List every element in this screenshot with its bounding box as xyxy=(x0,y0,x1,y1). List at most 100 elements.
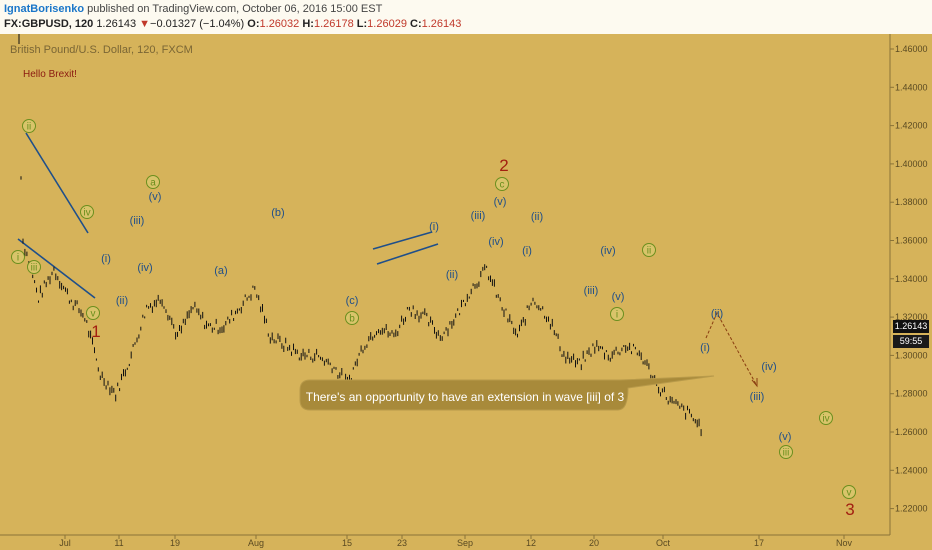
wave-label: c xyxy=(500,180,505,191)
countdown-tag: 59:55 xyxy=(893,335,929,348)
publish-line: IgnatBorisenko published on TradingView.… xyxy=(4,3,382,15)
wave-label: (v) xyxy=(779,431,792,443)
time-axis-ticks: Jul 11 19 Aug 15 23 Sep 12 20 Oct 17 Nov xyxy=(59,535,852,548)
price-change: −0.01327 (−1.04%) xyxy=(150,18,245,30)
wave-label: (v) xyxy=(149,191,162,203)
wave-label-circle xyxy=(22,119,36,133)
time-tick-label: Aug xyxy=(248,538,264,548)
wave-label: (b) xyxy=(271,207,284,219)
price-axis-ticks: 1.46000 1.44000 1.42000 1.40000 1.38000 1.360… xyxy=(890,44,928,514)
chart-title: British Pound/U.S. Dollar, 120, FXCM xyxy=(10,44,193,56)
price-tick-label: 1.30000 xyxy=(895,350,928,360)
wave-label: (iii) xyxy=(130,215,145,227)
wave-label: iii xyxy=(783,448,790,459)
price-chart[interactable]: 1.46000 1.44000 1.42000 1.40000 1.38000 1.360… xyxy=(0,34,932,550)
wave-label-circle xyxy=(27,260,41,274)
wave-label: (v) xyxy=(612,291,625,303)
close-label: C: xyxy=(410,18,422,30)
time-tick-label: 17 xyxy=(754,538,764,548)
wave-label-circle xyxy=(146,175,160,189)
time-tick-label: 20 xyxy=(589,538,599,548)
wave-label: i xyxy=(616,310,618,321)
wave-label: (c) xyxy=(346,295,359,307)
open-label: O: xyxy=(247,18,260,30)
price-tick-label: 1.42000 xyxy=(895,121,928,131)
wave-label: (iii) xyxy=(471,210,486,222)
wave-label: b xyxy=(349,314,355,325)
wave-label-circle xyxy=(80,205,94,219)
wave-label: (i) xyxy=(429,221,439,233)
trendline xyxy=(376,243,439,265)
last-price: 1.26143 xyxy=(96,18,137,30)
time-tick-label: Jul xyxy=(59,538,71,548)
callout-text: There's an opportunity to have an extens… xyxy=(305,390,625,404)
wave-label: iv xyxy=(822,414,829,425)
wave-label-circle xyxy=(842,485,856,499)
wave-label: (i) xyxy=(700,342,710,354)
wave-label-circle xyxy=(11,250,25,264)
trendlines xyxy=(17,132,439,299)
trendline xyxy=(25,132,89,234)
wave-label: (iv) xyxy=(488,236,503,248)
time-tick-label: 12 xyxy=(526,538,536,548)
wave-label-circle xyxy=(642,243,656,257)
wave-label: (ii) xyxy=(116,295,128,307)
price-tick-label: 1.36000 xyxy=(895,236,928,246)
wave-label-circle xyxy=(779,445,793,459)
wave-label: (iv) xyxy=(600,245,615,257)
price-tick-label: 1.26000 xyxy=(895,427,928,437)
low-value: 1.26029 xyxy=(367,18,407,30)
high-label: H: xyxy=(302,18,314,30)
time-tick-label: 19 xyxy=(170,538,180,548)
wave-label: (v) xyxy=(494,196,507,208)
wave-label-circle xyxy=(345,311,359,325)
high-value: 1.26178 xyxy=(313,18,354,30)
wave-label: 1 xyxy=(91,322,100,341)
price-tick-label: 1.28000 xyxy=(895,389,928,399)
trendline xyxy=(372,231,433,250)
wave-label: (iii) xyxy=(584,285,599,297)
price-tick-label: 1.46000 xyxy=(895,44,928,54)
price-tick-label: 1.40000 xyxy=(895,159,928,169)
wave-label: ii xyxy=(647,246,651,257)
projection-path xyxy=(705,311,758,388)
wave-label: (ii) xyxy=(711,308,723,320)
wave-label: (ii) xyxy=(446,269,458,281)
last-price-tag: 1.26143 xyxy=(893,320,929,333)
plot-area xyxy=(0,34,890,550)
wave-label: (ii) xyxy=(531,211,543,223)
time-tick-label: 11 xyxy=(114,538,123,548)
projection-line xyxy=(705,311,758,387)
close-value: 1.26143 xyxy=(421,18,462,30)
trendline xyxy=(17,238,96,299)
ohlc-line: FX:GBPUSD, 120 1.26143 ▼−0.01327 (−1.04%… xyxy=(4,18,461,30)
wave-label-circle xyxy=(495,177,509,191)
published-text: published on TradingView.com, October 06… xyxy=(84,3,383,15)
price-tick-label: 1.22000 xyxy=(895,504,928,514)
price-tick-label: 1.38000 xyxy=(895,197,928,207)
symbol-label[interactable]: FX:GBPUSD, 120 xyxy=(4,18,94,30)
wave-label: i xyxy=(17,253,19,264)
price-tick-label: 1.34000 xyxy=(895,274,928,284)
open-value: 1.26032 xyxy=(259,18,300,30)
wave-label: iii xyxy=(31,263,38,274)
price-tick-label: 1.24000 xyxy=(895,465,928,475)
wave-label-circle xyxy=(819,411,833,425)
down-arrow-icon: ▼ xyxy=(139,18,151,30)
time-tick-label: 15 xyxy=(342,538,352,548)
time-tick-label: Sep xyxy=(457,538,473,548)
price-tick-label: 1.44000 xyxy=(895,82,928,92)
price-axis[interactable] xyxy=(890,34,932,550)
low-label: L: xyxy=(356,18,368,30)
time-tick-label: Nov xyxy=(836,538,853,548)
wave-label: v xyxy=(847,488,852,499)
wave-label: (i) xyxy=(101,253,111,265)
wave-label: (iii) xyxy=(750,391,765,403)
note-text: Hello Brexit! xyxy=(23,69,77,80)
wave-label: v xyxy=(91,309,96,320)
author-link[interactable]: IgnatBorisenko xyxy=(4,3,85,15)
price-tick-label: 1.32000 xyxy=(895,312,928,322)
wave-label: 2 xyxy=(499,156,508,175)
